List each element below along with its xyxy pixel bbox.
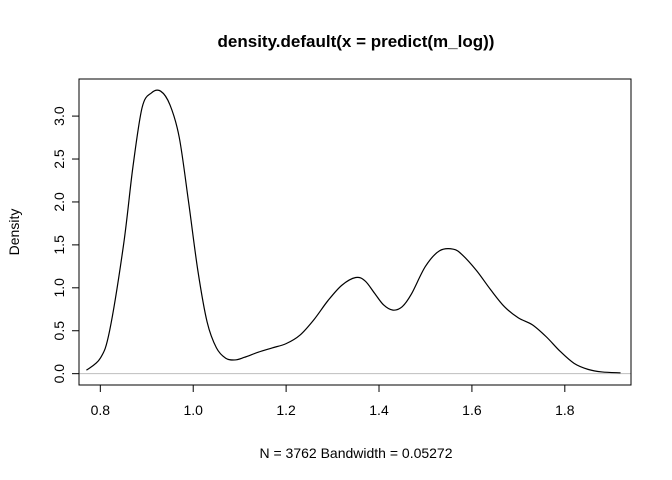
- y-axis-label: Density: [6, 209, 22, 256]
- y-tick-label: 0.0: [51, 364, 67, 384]
- x-tick-label: 1.2: [276, 402, 296, 418]
- y-tick-label: 2.5: [51, 149, 67, 169]
- x-tick-label: 1.6: [462, 402, 482, 418]
- x-tick-label: 0.8: [91, 402, 111, 418]
- y-tick-label: 1.5: [51, 235, 67, 255]
- y-tick-label: 1.0: [51, 278, 67, 298]
- x-tick-label: 1.0: [183, 402, 203, 418]
- y-axis: 0.0 0.5 1.0 1.5 2.0 2.5 3.0: [51, 106, 80, 384]
- y-tick-label: 2.0: [51, 192, 67, 212]
- x-tick-label: 1.4: [369, 402, 389, 418]
- x-axis-label: N = 3762 Bandwidth = 0.05272: [259, 445, 452, 461]
- chart-title: density.default(x = predict(m_log)): [218, 32, 495, 51]
- y-tick-label: 0.5: [51, 321, 67, 341]
- y-tick-label: 3.0: [51, 106, 67, 126]
- density-curve: [85, 89, 621, 374]
- x-axis: 0.8 1.0 1.2 1.4 1.6 1.8: [91, 384, 575, 418]
- x-tick-label: 1.8: [555, 402, 575, 418]
